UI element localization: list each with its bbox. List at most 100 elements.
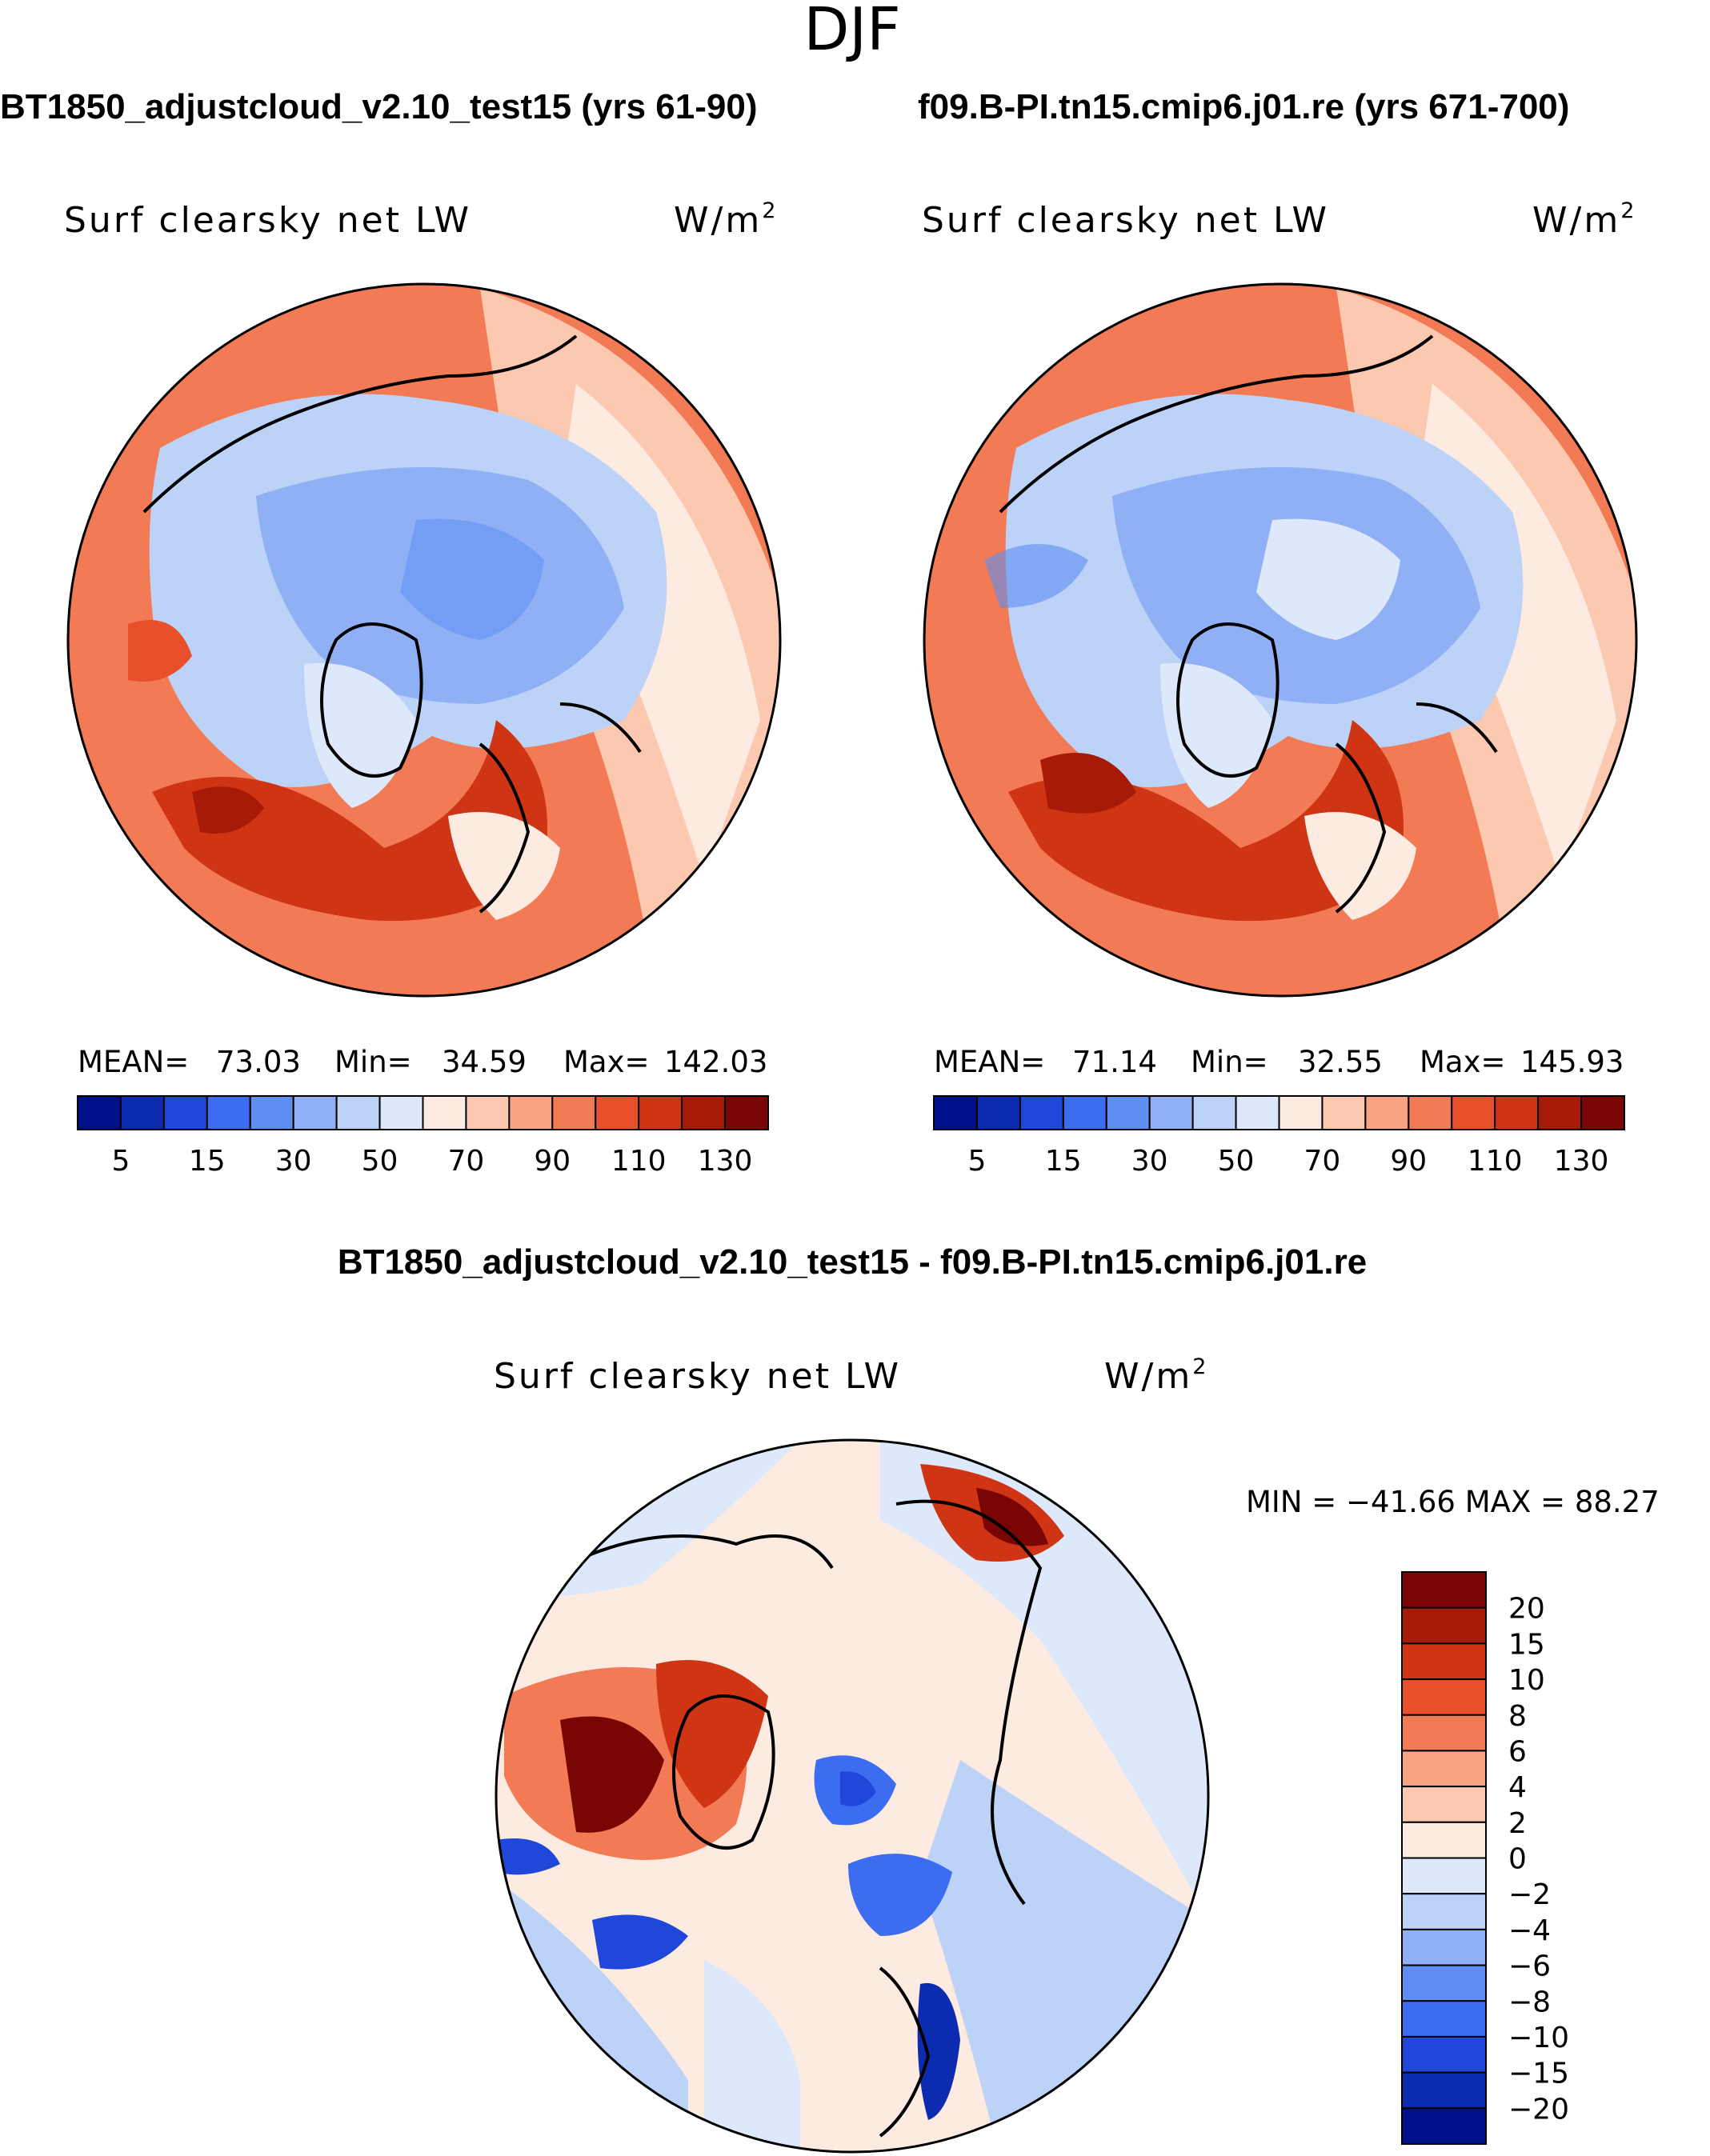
colorbar-swatch <box>1580 1095 1625 1130</box>
colorbar-tick-label: 110 <box>1468 1145 1523 1178</box>
colorbar-swatch <box>1401 2035 1487 2074</box>
colorbar-swatch <box>638 1095 683 1130</box>
colorbar-tick-label: 4 <box>1508 1771 1527 1804</box>
right-case-title: f09.B-PI.tn15.cmip6.j01.re (yrs 671-700) <box>918 87 1569 126</box>
panel-right: f09.B-PI.tn15.cmip6.j01.re (yrs 671-700)… <box>918 87 1638 1178</box>
colorbar-swatch <box>1537 1095 1583 1130</box>
colorbar-tick-label: 70 <box>1304 1145 1341 1178</box>
colorbar-swatch <box>1364 1095 1410 1130</box>
colorbar-swatch <box>1401 1678 1487 1716</box>
colorbar-swatch <box>1401 1606 1487 1645</box>
colorbar-tick-label: 15 <box>1508 1628 1545 1661</box>
colorbar-tick-label: 130 <box>1554 1145 1609 1178</box>
colorbar-swatch <box>1401 1786 1487 1823</box>
colorbar-swatch <box>378 1095 424 1130</box>
left-mean-label: MEAN= <box>78 1045 189 1079</box>
colorbar-swatch <box>422 1095 467 1130</box>
colorbar-tick-label: −15 <box>1508 2058 1569 2090</box>
colorbar-tick-label: 30 <box>1131 1145 1168 1178</box>
colorbar-tick-label: 2 <box>1508 1807 1527 1840</box>
left-min-label: Min= <box>334 1045 412 1079</box>
colorbar-swatch <box>1401 2107 1487 2145</box>
colorbar-swatch <box>465 1095 511 1130</box>
colorbar-swatch <box>508 1095 554 1130</box>
colorbar-swatch <box>1401 1928 1487 1966</box>
left-map-border <box>66 282 782 998</box>
colorbar-swatch <box>933 1095 978 1130</box>
diff-minmax: MIN = −41.66 MAX = 88.27 <box>1246 1485 1660 1519</box>
colorbar-tick-label: 8 <box>1508 1700 1527 1733</box>
right-min-value: 32.55 <box>1298 1045 1383 1079</box>
colorbar-tick-label: 5 <box>111 1145 130 1178</box>
colorbar-swatch <box>1191 1095 1237 1130</box>
right-min-label: Min= <box>1191 1045 1268 1079</box>
colorbar-tick-label: 6 <box>1508 1735 1527 1768</box>
right-colorbar: 5 15 30 50 70 90 110 130 <box>933 1095 1625 1178</box>
colorbar-swatch <box>77 1095 122 1130</box>
colorbar-swatch <box>1321 1095 1367 1130</box>
colorbar-swatch <box>206 1095 251 1130</box>
left-min-value: 34.59 <box>442 1045 527 1079</box>
diff-units: W/m2 <box>1104 1354 1208 1397</box>
colorbar-tick-label: 10 <box>1508 1664 1545 1697</box>
right-variable-title: Surf clearsky net LW <box>922 200 1329 241</box>
right-max-label: Max= <box>1420 1045 1506 1079</box>
colorbar-swatch <box>1401 1714 1487 1752</box>
colorbar-swatch <box>1401 1642 1487 1681</box>
right-mean-label: MEAN= <box>934 1045 1045 1079</box>
diff-variable-title: Surf clearsky net LW <box>494 1356 901 1397</box>
colorbar-tick-label: 30 <box>275 1145 312 1178</box>
colorbar-swatch <box>1235 1095 1280 1130</box>
colorbar-swatch <box>119 1095 165 1130</box>
colorbar-tick-label: 110 <box>611 1145 667 1178</box>
colorbar-tick-label: −4 <box>1508 1914 1551 1947</box>
colorbar-swatch <box>1401 1750 1487 1788</box>
diff-case-title: BT1850_adjustcloud_v2.10_test15 - f09.B-… <box>338 1242 1367 1282</box>
colorbar-tick-label: −10 <box>1508 2022 1569 2054</box>
colorbar-swatch <box>249 1095 294 1130</box>
colorbar-tick-label: 70 <box>448 1145 485 1178</box>
colorbar-swatch <box>1401 1857 1487 1895</box>
colorbar-swatch <box>1105 1095 1151 1130</box>
colorbar-swatch <box>1148 1095 1194 1130</box>
colorbar-swatch <box>681 1095 727 1130</box>
colorbar-swatch <box>724 1095 769 1130</box>
colorbar-tick-label: 15 <box>1045 1145 1082 1178</box>
colorbar-tick-label: 50 <box>1218 1145 1255 1178</box>
colorbar-tick-label: 90 <box>1390 1145 1427 1178</box>
colorbar-swatch <box>1062 1095 1107 1130</box>
colorbar-tick-label: −8 <box>1508 1986 1551 2018</box>
colorbar-swatch <box>975 1095 1021 1130</box>
right-map <box>924 284 1636 996</box>
colorbar-tick-label: 20 <box>1508 1593 1545 1626</box>
left-case-title: BT1850_adjustcloud_v2.10_test15 (yrs 61-… <box>0 87 758 126</box>
colorbar-tick-label: 130 <box>698 1145 753 1178</box>
colorbar-swatch <box>1401 2071 1487 2110</box>
left-variable-title: Surf clearsky net LW <box>64 200 471 241</box>
left-units: W/m2 <box>674 198 778 241</box>
right-units: W/m2 <box>1532 198 1636 241</box>
left-mean-value: 73.03 <box>216 1045 301 1079</box>
colorbar-swatch <box>1408 1095 1453 1130</box>
colorbar-tick-label: 5 <box>967 1145 986 1178</box>
left-max-value: 142.03 <box>664 1045 767 1079</box>
panel-diff: BT1850_adjustcloud_v2.10_test15 - f09.B-… <box>338 1242 1660 2154</box>
colorbar-swatch <box>1494 1095 1540 1130</box>
colorbar-swatch <box>1401 1964 1487 2002</box>
colorbar-swatch <box>1401 1821 1487 1859</box>
colorbar-swatch <box>1401 1893 1487 1930</box>
colorbar-tick-label: 50 <box>362 1145 398 1178</box>
colorbar-swatch <box>595 1095 640 1130</box>
colorbar-swatch <box>1019 1095 1064 1130</box>
colorbar-swatch <box>335 1095 381 1130</box>
colorbar-swatch <box>162 1095 208 1130</box>
colorbar-swatch <box>1278 1095 1324 1130</box>
colorbar-swatch <box>1401 2000 1487 2038</box>
colorbar-swatch <box>551 1095 597 1130</box>
figure-title: DJF <box>803 0 900 64</box>
right-mean-value: 71.14 <box>1072 1045 1157 1079</box>
colorbar-swatch <box>1451 1095 1496 1130</box>
left-max-label: Max= <box>563 1045 650 1079</box>
colorbar-swatch <box>292 1095 338 1130</box>
